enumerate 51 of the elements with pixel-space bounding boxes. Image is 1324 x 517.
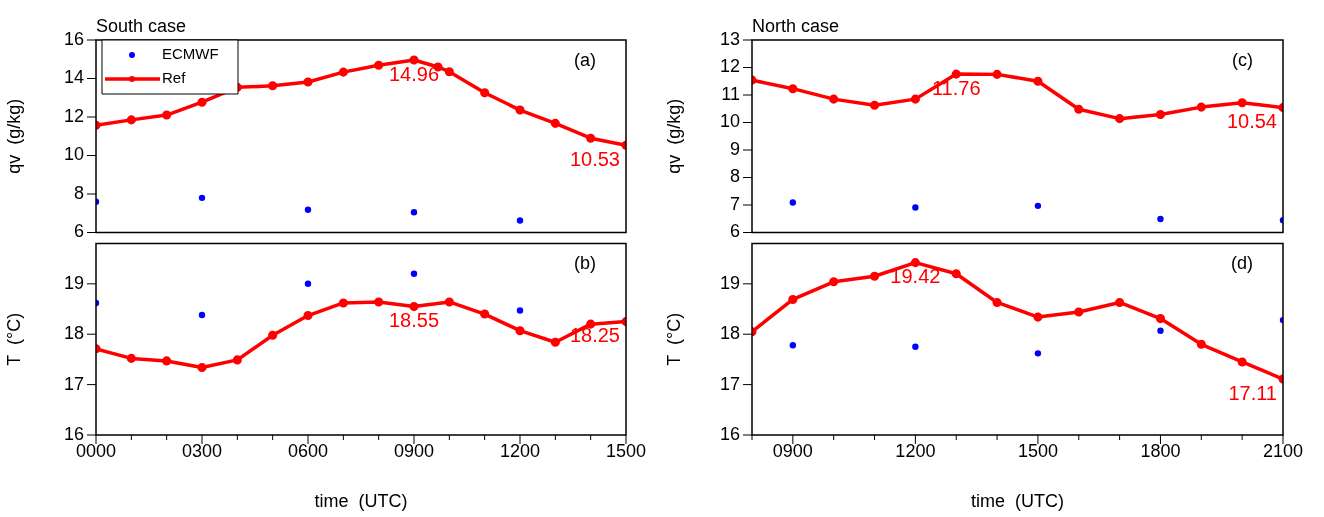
y-tick-label: 8: [73, 182, 84, 203]
annotation: (d): [1231, 253, 1253, 274]
x-tick-label: 0900: [772, 440, 813, 461]
y-tick-label: 11: [721, 83, 740, 104]
y-axis-title: qv (g/kg): [663, 98, 684, 174]
x-axis-title: time (UTC): [971, 491, 1064, 512]
annotation: 11.76: [931, 76, 981, 99]
x-tick-label: 1200: [499, 440, 541, 461]
y-tick-label: 10: [719, 111, 740, 132]
x-tick-label: 1500: [1017, 440, 1058, 461]
annotation: 18.55: [388, 309, 440, 332]
y-tick-label: 8: [729, 166, 740, 187]
y-tick-label: 17: [719, 373, 740, 394]
y-tick-label: 12: [63, 105, 84, 126]
y-tick-label: 12: [719, 56, 740, 77]
y-tick-label: 7: [729, 193, 740, 214]
chart-title: North case: [752, 15, 840, 36]
annotation: (b): [574, 253, 596, 274]
annotation: 10.53: [569, 147, 620, 170]
y-tick-label: 16: [719, 423, 740, 444]
x-axis-title: time (UTC): [314, 491, 408, 512]
y-tick-label: 19: [719, 272, 740, 293]
chart-title: South case: [96, 15, 187, 36]
y-tick-label: 14: [63, 67, 84, 88]
y-tick-label: 17: [63, 373, 84, 394]
y-axis-title: T (°C): [663, 312, 684, 366]
x-tick-label: 0600: [287, 440, 329, 461]
y-axis-title: T (°C): [3, 312, 24, 366]
x-tick-label: 0900: [393, 440, 435, 461]
y-tick-label: 13: [719, 28, 740, 49]
y-tick-label: 6: [729, 221, 740, 242]
legend-label: ECMWF: [162, 45, 219, 63]
x-tick-label: 0300: [181, 440, 223, 461]
y-tick-label: 9: [729, 138, 740, 159]
y-tick-label: 10: [63, 144, 84, 165]
annotation: 10.54: [1226, 110, 1277, 133]
y-axis-title: qv (g/kg): [3, 98, 24, 174]
x-tick-label: 1500: [605, 440, 647, 461]
annotation: (a): [574, 49, 596, 70]
y-tick-label: 19: [63, 272, 84, 293]
x-tick-label: 1200: [895, 440, 936, 461]
annotation: 17.11: [1228, 381, 1277, 404]
y-tick-label: 16: [63, 28, 84, 49]
legend-label: Ref: [162, 69, 187, 87]
y-tick-label: 18: [63, 323, 84, 344]
y-tick-label: 18: [719, 323, 740, 344]
x-tick-label: 1800: [1140, 440, 1181, 461]
y-tick-label: 6: [73, 221, 84, 242]
annotation: 19.42: [890, 265, 941, 288]
x-tick-label: 2100: [1262, 440, 1304, 461]
annotation: (c): [1232, 49, 1253, 70]
